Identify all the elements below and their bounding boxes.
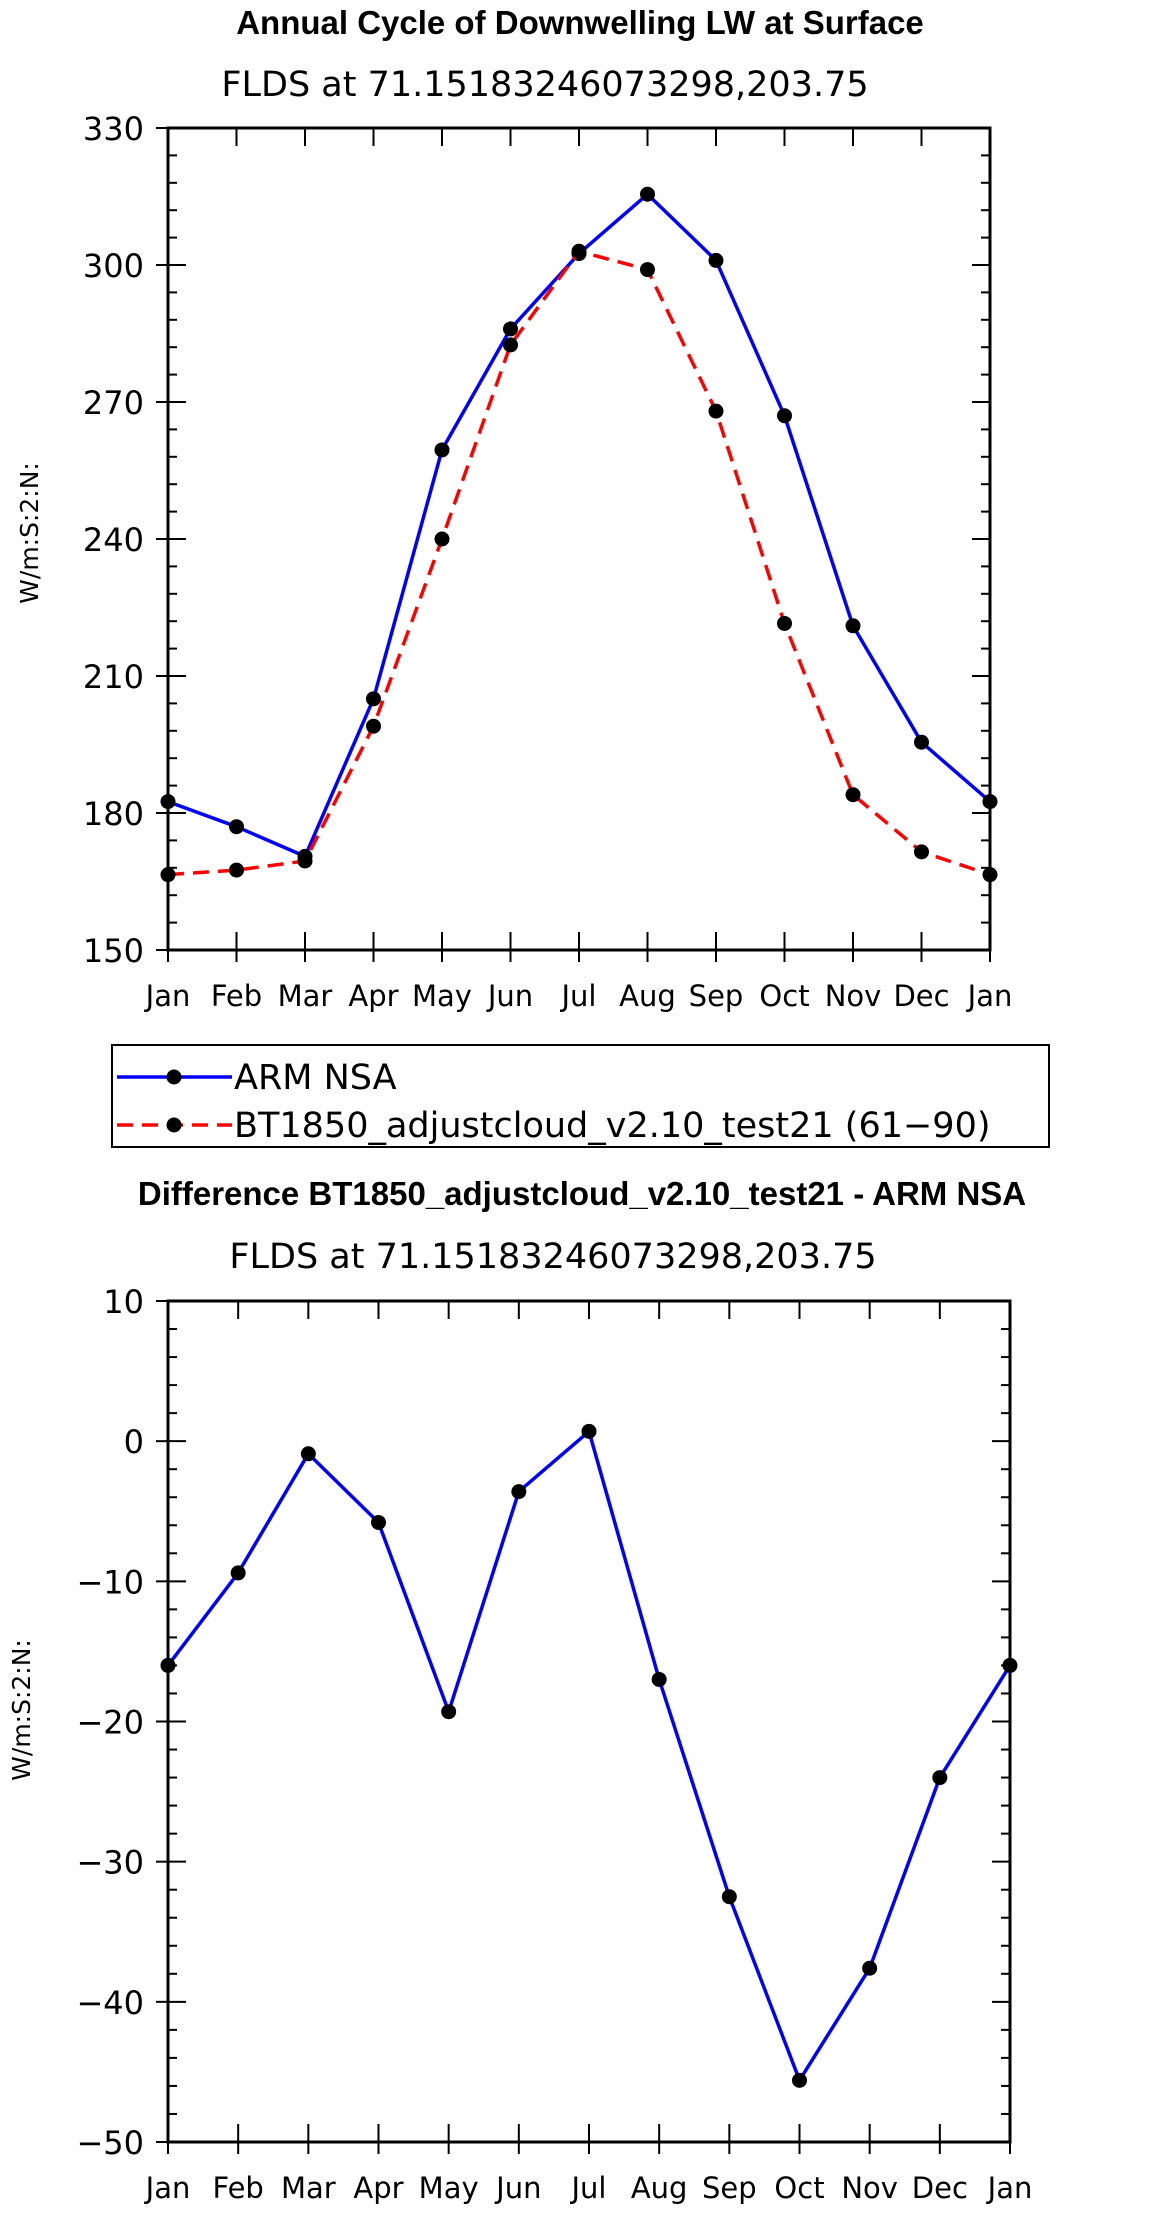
data-point (503, 321, 518, 337)
x-tick-label: Nov (841, 2171, 898, 2205)
x-tick-label: Apr (353, 2171, 403, 2205)
y-tick-label: −10 (76, 1563, 144, 1601)
x-tick-label: Sep (702, 2171, 757, 2205)
x-tick-label: Jul (570, 2171, 607, 2205)
annual-cycle-panel: Annual Cycle of Downwelling LW at Surfac… (15, 4, 1050, 1148)
data-point (932, 1770, 948, 1786)
panel1-legend: ARM NSA BT1850_adjustcloud_v2.10_test21 … (111, 1044, 1050, 1148)
series-line-1 (167, 249, 991, 877)
panel2-title: Difference BT1850_adjustcloud_v2.10_test… (138, 1175, 1026, 1212)
x-tick-label: Oct (759, 979, 809, 1013)
data-point (230, 1565, 246, 1581)
x-tick-label: Apr (348, 979, 398, 1013)
data-point (845, 618, 861, 634)
x-tick-label: Oct (774, 2171, 824, 2205)
y-tick-label: 10 (103, 1283, 144, 1321)
y-tick-label: 330 (83, 110, 144, 148)
x-tick-label: Jul (560, 979, 597, 1013)
y-tick-label: −30 (76, 1844, 144, 1882)
y-tick-label: −40 (76, 1984, 144, 2022)
data-point (777, 408, 792, 424)
x-tick-label: Jan (986, 2171, 1033, 2205)
data-point (160, 867, 176, 883)
data-point (982, 867, 998, 883)
x-tick-label: May (412, 979, 472, 1013)
data-point (366, 691, 381, 707)
x-tick-label: Jan (966, 979, 1013, 1013)
panel1-subtitle: FLDS at 71.15183246073298,203.75 (221, 65, 868, 105)
data-point (441, 1704, 457, 1720)
data-point (721, 1889, 737, 1905)
legend-label-model: BT1850_adjustcloud_v2.10_test21 (61−90) (234, 1106, 991, 1146)
x-tick-label: Jan (144, 2171, 191, 2205)
data-point (640, 186, 655, 202)
x-tick-label: Jun (494, 2171, 541, 2205)
x-tick-label: Mar (278, 979, 333, 1013)
data-point (229, 862, 244, 878)
data-point (434, 442, 450, 458)
data-point (708, 403, 724, 419)
x-tick-label: Aug (631, 2171, 688, 2205)
panel2-subtitle: FLDS at 71.15183246073298,203.75 (229, 1237, 876, 1277)
x-tick-label: Feb (211, 979, 262, 1013)
data-point (160, 794, 176, 810)
y-tick-label: 300 (83, 247, 144, 285)
x-tick-label: Dec (893, 979, 949, 1013)
legend-marker-arm-nsa (166, 1069, 182, 1085)
y-tick-label: 150 (83, 932, 144, 970)
data-point (914, 844, 929, 860)
data-point (434, 531, 450, 547)
x-tick-label: Feb (212, 2171, 263, 2205)
data-point (651, 1671, 667, 1687)
y-tick-label: 0 (124, 1423, 144, 1461)
data-point (160, 1657, 176, 1673)
data-point (511, 1484, 527, 1500)
data-point (792, 2072, 807, 2088)
y-tick-label: 270 (83, 384, 144, 422)
data-point (297, 853, 313, 869)
y-tick-label: 210 (83, 658, 144, 696)
panel1-title: Annual Cycle of Downwelling LW at Surfac… (236, 4, 924, 41)
x-tick-label: Nov (825, 979, 882, 1013)
legend-box (111, 1044, 1050, 1148)
data-point (503, 337, 518, 353)
legend-marker-model (166, 1117, 182, 1133)
panel1-plot-area: 150 180 210 240 270 300 330 Jan Feb Mar Apr May Jun J… (83, 110, 1012, 1013)
y-tick-label: 180 (83, 795, 144, 833)
data-point (366, 718, 381, 734)
legend-label-arm-nsa: ARM NSA (234, 1058, 397, 1098)
x-tick-label: Sep (689, 979, 744, 1013)
data-point (1002, 1657, 1018, 1673)
series-line-0 (166, 1429, 1012, 2083)
x-tick-label: Jan (144, 979, 191, 1013)
data-point (777, 615, 792, 631)
y-tick-label: −20 (76, 1704, 144, 1742)
data-point (640, 262, 655, 278)
data-point (571, 243, 587, 259)
y-tick-label: 240 (83, 521, 144, 559)
data-point (708, 252, 724, 268)
data-point (845, 787, 861, 803)
data-point (229, 819, 244, 835)
x-tick-label: Dec (912, 2171, 968, 2205)
difference-panel: Difference BT1850_adjustcloud_v2.10_test… (7, 1175, 1032, 2205)
data-point (914, 734, 929, 750)
x-tick-label: Mar (281, 2171, 336, 2205)
data-point (371, 1514, 386, 1530)
data-point (862, 1960, 878, 1976)
panel2-y-axis-label: W/m:S:2:N: (7, 1639, 36, 1781)
x-tick-label: May (419, 2171, 479, 2205)
data-point (982, 794, 998, 810)
data-point (581, 1423, 597, 1439)
y-tick-label: −50 (76, 2124, 144, 2162)
x-tick-label: Aug (619, 979, 676, 1013)
series-line-0 (167, 192, 992, 859)
x-tick-label: Jun (486, 979, 533, 1013)
data-point (300, 1446, 316, 1462)
panel2-plot-area: −50 −40 −30 −20 −10 0 10 Jan Feb Mar Apr May Jun Jul A… (76, 1283, 1032, 2205)
panel1-y-axis-label: W/m:S:2:N: (15, 462, 44, 604)
